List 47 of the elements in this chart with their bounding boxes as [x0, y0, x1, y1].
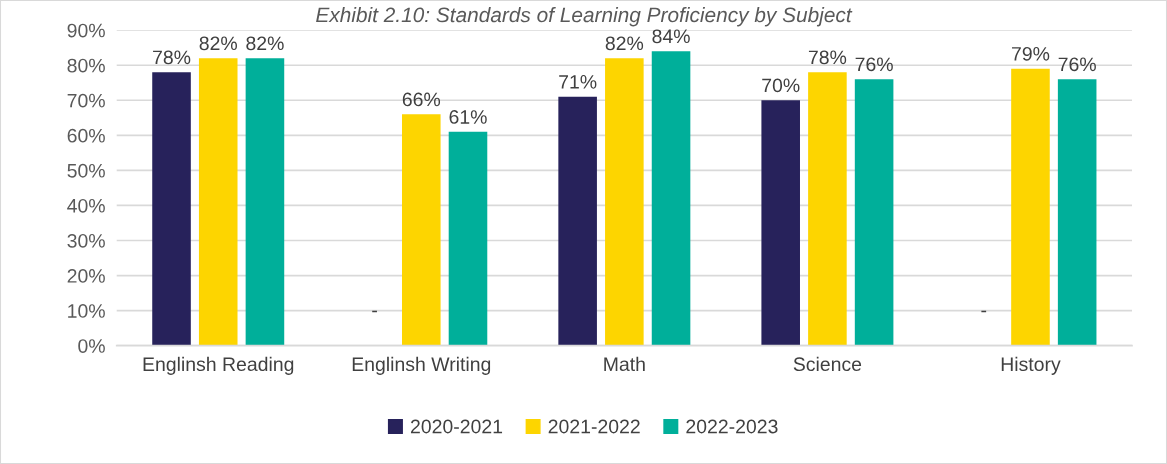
y-tick-label: 80% — [67, 58, 105, 73]
data-label: 66% — [402, 92, 441, 107]
text: - — [372, 310, 377, 313]
data-label: 70% — [762, 78, 800, 93]
data-label: 82% — [199, 36, 237, 51]
x-tick-label: History — [1001, 356, 1061, 375]
bar — [808, 72, 847, 346]
y-tick-label: 70% — [67, 93, 105, 108]
bar — [245, 58, 285, 346]
x-tick-label: Englinsh Writing — [352, 356, 491, 375]
y-tick-label: 10% — [68, 304, 105, 318]
x-tick-label: Englinsh Reading — [143, 356, 294, 375]
y-tick-label: 50% — [67, 163, 105, 178]
bar — [402, 114, 441, 346]
bar — [1011, 68, 1050, 346]
bar — [651, 51, 691, 346]
data-label: 71% — [559, 75, 597, 89]
data-label: 84% — [652, 29, 690, 44]
data-label: 82% — [605, 36, 644, 51]
bar — [854, 79, 894, 346]
bar — [605, 58, 644, 346]
y-tick-label: 90% — [67, 23, 105, 38]
legend-label: 2020-2021 — [410, 419, 503, 434]
data-label: 78% — [153, 50, 191, 65]
legend-label: 2021-2022 — [548, 419, 640, 434]
y-tick-label: 60% — [67, 128, 105, 143]
legend-label: 2022-2023 — [686, 419, 778, 434]
bar — [198, 58, 238, 346]
data-label: 61% — [449, 110, 487, 124]
y-tick-label: 40% — [67, 198, 105, 213]
bar — [1057, 79, 1097, 346]
bar — [558, 96, 597, 346]
bar — [448, 131, 488, 346]
data-label: 76% — [855, 57, 893, 72]
x-tick-label: Science — [793, 356, 862, 372]
y-tick-label: 30% — [67, 233, 105, 248]
data-label: 79% — [1012, 46, 1050, 61]
data-label: 78% — [808, 50, 847, 65]
bar — [761, 100, 800, 346]
bar — [152, 72, 191, 346]
text: - — [981, 310, 987, 313]
data-label: 82% — [246, 36, 284, 51]
y-tick-label: 0% — [78, 339, 105, 353]
chart-title: Exhibit 2.10: Standards of Learning Proficiency by Subject — [316, 6, 853, 27]
data-label: 76% — [1058, 57, 1096, 72]
y-tick-label: 20% — [67, 269, 105, 283]
x-tick-label: Math — [604, 356, 645, 372]
